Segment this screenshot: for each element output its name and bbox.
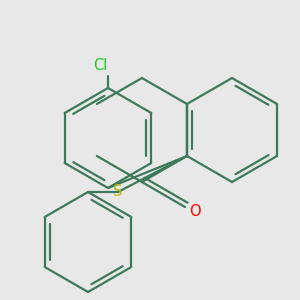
Text: Cl: Cl bbox=[93, 58, 107, 74]
Text: O: O bbox=[189, 205, 201, 220]
Text: S: S bbox=[113, 184, 123, 200]
